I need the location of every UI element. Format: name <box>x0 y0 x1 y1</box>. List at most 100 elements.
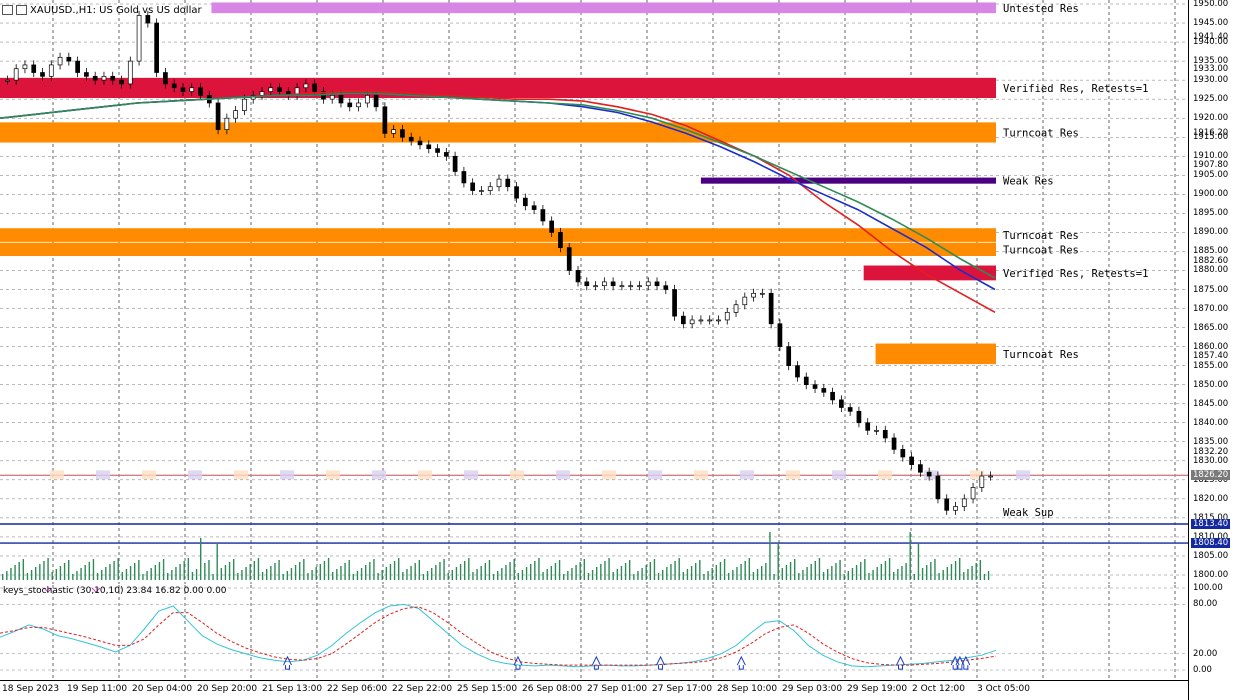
candle-body <box>277 87 282 92</box>
candle-body <box>373 95 379 108</box>
price-axis-label: 1920.00 <box>1193 113 1229 124</box>
session-marker <box>602 470 616 480</box>
candle-body <box>452 155 458 172</box>
candle-body <box>900 449 906 458</box>
volume-bar <box>946 567 949 580</box>
volume-bar <box>699 560 701 580</box>
price-axis-label: 1925.00 <box>1193 94 1229 105</box>
volume-bar <box>851 568 854 580</box>
volume-bar <box>426 571 429 580</box>
volume-bar <box>979 560 982 580</box>
volume-bar <box>365 565 367 580</box>
volume-bar <box>847 571 850 580</box>
volume-bar <box>484 563 487 580</box>
volume-bar <box>752 572 755 580</box>
volume-bar <box>150 568 152 580</box>
price-axis[interactable]: 1950.00 1945.00 1941.40 1940.00 1935.00 1933.… <box>1188 0 1239 700</box>
volume-bar <box>282 574 284 580</box>
price-axis-label: 1850.00 <box>1193 379 1229 390</box>
volume-bar <box>938 573 940 580</box>
time-axis[interactable]: 18 Sep 2023 19 Sep 11:00 20 Sep 04:00 20 Se… <box>0 680 1188 700</box>
volume-bar <box>785 565 788 580</box>
volume-bar <box>129 566 132 580</box>
volume-bar <box>451 570 454 580</box>
chart-title-bar: XAUUSD.,H1: US Gold vs US dollar <box>2 3 202 17</box>
zone-label: Untested Res <box>1003 3 1079 15</box>
chart-menu-icon[interactable] <box>2 5 13 15</box>
volume-bar <box>373 559 375 580</box>
time-axis-label: 29 Sep 03:00 <box>782 684 843 694</box>
price-axis-label: 1875.00 <box>1193 284 1229 295</box>
zone-rect <box>700 177 996 184</box>
volume-bar <box>695 563 697 580</box>
volume-bar <box>645 565 647 580</box>
volume-bar <box>435 565 437 580</box>
price-axis-label: 1800.00 <box>1193 570 1229 580</box>
volume-bar <box>414 563 416 580</box>
volume-bar <box>686 569 689 580</box>
candle-body <box>233 110 238 119</box>
volume-bar <box>327 558 330 580</box>
volume-bar <box>406 569 408 580</box>
candle-body <box>22 64 28 70</box>
volume-bar <box>468 558 470 580</box>
volume-bar <box>773 574 775 580</box>
candle-body <box>830 391 835 401</box>
price-axis-label: 1910.00 <box>1193 151 1229 162</box>
price-chart[interactable]: Untested Res Verified Res, Retests=1 Turnc… <box>0 0 1188 584</box>
volume-bar <box>228 562 231 580</box>
session-marker <box>694 470 708 480</box>
volume-bar <box>831 566 833 580</box>
volume-bar <box>525 567 528 580</box>
volume-bar <box>257 558 260 580</box>
buy-arrow-icon <box>283 655 292 670</box>
candle-body <box>549 220 555 233</box>
volume-bar <box>47 558 49 580</box>
volume-bar <box>492 574 495 580</box>
candle-body <box>84 72 89 77</box>
volume-bar <box>534 561 536 580</box>
volume-bar <box>905 563 907 580</box>
volume-bar <box>690 566 693 580</box>
candle-body <box>619 285 625 288</box>
candle-body <box>514 186 519 199</box>
volume-bar <box>781 568 784 580</box>
volume-bar <box>629 560 631 580</box>
volume-bar <box>167 573 169 580</box>
indicator-axis-label: 20.00 <box>1193 648 1218 659</box>
volume-bar <box>950 564 953 580</box>
volume-bar <box>567 571 569 580</box>
candle-body <box>654 281 660 287</box>
chart-type-icon[interactable] <box>16 5 27 15</box>
candle-body <box>479 190 484 192</box>
zone-rect <box>211 2 997 14</box>
candle-body <box>593 285 598 288</box>
price-axis-label: 1941.40 <box>1193 31 1229 42</box>
volume-bar <box>101 570 103 580</box>
zone-label: Weak Sup <box>1003 507 1054 519</box>
price-axis-label: 1815.00 <box>1193 512 1229 523</box>
candle-body <box>364 95 370 104</box>
stochastic-panel[interactable] <box>0 585 1188 680</box>
volume-bar <box>967 569 969 580</box>
candle-body <box>224 117 230 130</box>
volume-bar <box>2 574 4 580</box>
volume-bar <box>987 571 990 580</box>
candle-body <box>803 376 809 386</box>
candle-body <box>119 79 124 85</box>
time-axis-label: 20 Sep 20:00 <box>197 684 258 694</box>
buy-arrow-icon <box>961 655 971 670</box>
candle-body <box>540 209 546 222</box>
candle-body <box>110 75 116 81</box>
zone-label: Verified Res, Retests=1 <box>1003 83 1148 95</box>
volume-bar <box>715 565 718 580</box>
candle-body <box>689 319 695 325</box>
volume-bar <box>558 560 561 580</box>
volume-bar <box>200 538 202 580</box>
volume-bar <box>59 566 62 580</box>
volume-bar <box>756 569 759 580</box>
candle-body <box>329 95 335 100</box>
volume-bar <box>983 574 986 580</box>
volume-bar <box>92 559 95 580</box>
